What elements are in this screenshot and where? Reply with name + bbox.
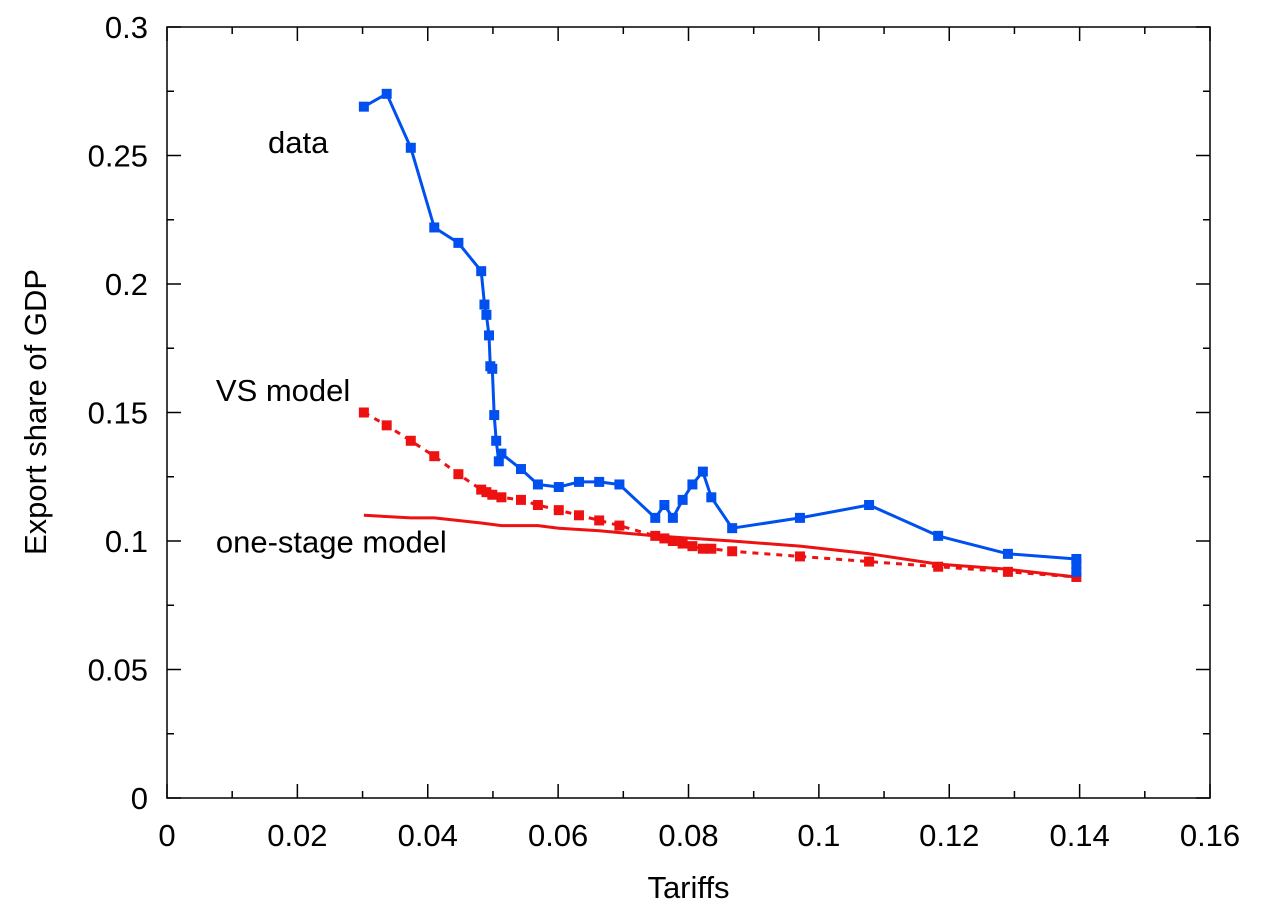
data-point-vs — [864, 556, 875, 567]
data-point-data — [532, 479, 543, 490]
data-point-data — [614, 479, 625, 490]
series-one-stage — [363, 513, 1077, 579]
annotation-label: VS model — [216, 373, 350, 408]
data-point-data — [493, 456, 504, 467]
data-point-data — [476, 266, 487, 277]
data-point-vs — [532, 500, 543, 511]
annotation-label: data — [268, 125, 329, 160]
data-point-vs — [453, 469, 464, 480]
y-tick-label: 0.25 — [88, 139, 148, 174]
x-tick-label: 0 — [158, 818, 175, 853]
data-point-data — [667, 512, 678, 523]
data-point-vs — [697, 543, 708, 554]
data-point-data — [687, 479, 698, 490]
data-point-data — [479, 299, 490, 310]
data-point-vs — [476, 484, 487, 495]
y-tick-label: 0.2 — [105, 267, 148, 302]
x-tick-label: 0.04 — [398, 818, 458, 853]
data-point-vs — [481, 487, 492, 498]
annotation-layer: data VS model one-stage model — [216, 125, 447, 560]
data-point-data — [553, 482, 564, 493]
data-point-data — [594, 476, 605, 487]
y-axis-ticks: 0 0.05 0.1 0.15 0.2 0.25 0.3 — [88, 10, 1210, 816]
x-tick-label: 0.08 — [658, 818, 718, 853]
y-tick-label: 0.1 — [105, 524, 148, 559]
data-point-data — [659, 500, 670, 511]
data-point-vs — [381, 420, 392, 431]
series-vs — [358, 407, 1082, 582]
data-point-data — [487, 363, 498, 374]
data-point-data — [515, 464, 526, 475]
x-axis-ticks: 0 0.02 0.04 0.06 0.08 0.1 0.12 0.14 0.16 — [158, 27, 1240, 853]
data-point-vs — [553, 505, 564, 516]
data-point-vs — [358, 407, 369, 418]
data-point-vs — [687, 541, 698, 552]
data-point-data — [794, 512, 805, 523]
y-tick-label: 0.3 — [105, 10, 148, 45]
data-point-vs — [659, 533, 670, 544]
series-layer — [358, 88, 1082, 582]
data-point-data — [697, 466, 708, 477]
data-point-vs — [496, 492, 507, 503]
data-point-data — [1071, 553, 1082, 564]
x-tick-label: 0.16 — [1180, 818, 1240, 853]
data-point-data — [1002, 548, 1013, 559]
data-point-vs — [429, 451, 440, 462]
x-axis-title: Tariffs — [647, 870, 729, 905]
series-line-one-stage — [363, 513, 1077, 579]
y-tick-label: 0.05 — [88, 653, 148, 688]
data-point-data — [677, 494, 688, 505]
series-line-data — [363, 92, 1078, 572]
data-point-data — [358, 101, 369, 112]
data-point-data — [706, 492, 717, 503]
data-point-vs — [594, 515, 605, 526]
data-point-vs — [677, 538, 688, 549]
data-point-vs — [1002, 566, 1013, 577]
data-point-data — [573, 476, 584, 487]
data-point-data — [933, 530, 944, 541]
data-point-vs — [667, 536, 678, 546]
x-tick-label: 0.02 — [267, 818, 327, 853]
data-point-data — [1071, 559, 1082, 570]
data-point-data — [481, 309, 492, 320]
x-tick-label: 0.06 — [528, 818, 588, 853]
data-point-vs — [614, 520, 625, 531]
data-point-vs — [515, 494, 526, 505]
y-tick-label: 0.15 — [88, 396, 148, 431]
series-line-vs — [363, 411, 1077, 579]
annotation-label: one-stage model — [216, 525, 447, 560]
x-tick-label: 0.14 — [1049, 818, 1109, 853]
data-point-data — [484, 330, 495, 341]
y-tick-label: 0 — [131, 781, 148, 816]
data-point-data — [489, 410, 500, 421]
data-point-data — [727, 523, 738, 534]
data-point-data — [405, 142, 416, 153]
data-point-data — [381, 88, 392, 99]
data-point-data — [864, 500, 875, 511]
data-point-vs — [405, 435, 416, 446]
data-point-data — [650, 512, 661, 523]
data-point-vs — [487, 489, 498, 500]
data-point-vs — [794, 551, 805, 562]
data-point-data — [496, 448, 507, 459]
data-point-vs — [573, 510, 584, 521]
x-tick-label: 0.1 — [797, 818, 840, 853]
data-point-vs — [727, 546, 738, 557]
x-tick-label: 0.12 — [919, 818, 979, 853]
data-point-data — [429, 222, 440, 233]
data-point-data — [453, 237, 464, 248]
y-axis-title: Export share of GDP — [18, 269, 53, 555]
data-point-data — [491, 435, 502, 446]
data-point-data — [1071, 566, 1082, 577]
series-data — [358, 88, 1082, 577]
data-point-vs — [933, 561, 944, 572]
data-point-vs — [706, 543, 717, 554]
